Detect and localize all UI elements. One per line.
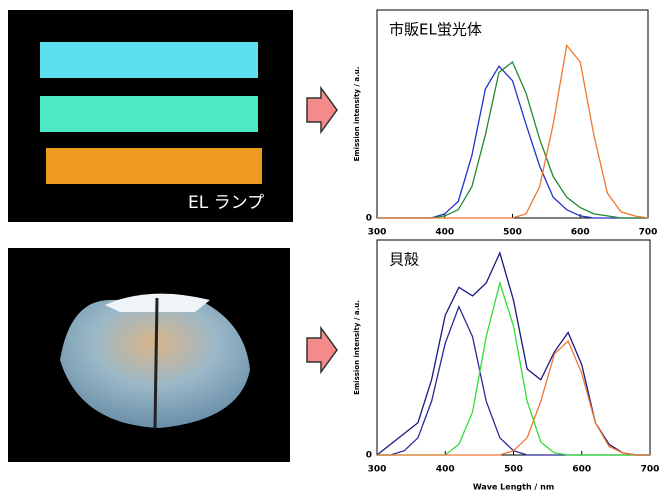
x-tick-label: 400 [435,228,454,238]
series-line [377,66,648,218]
shell-photo [8,248,290,462]
x-tick-label: 600 [571,228,590,238]
slide: EL ランプ 市販EL蛍光体 Emission intensity / a.u. 3… [0,0,659,494]
x-tick-label: 500 [504,465,523,475]
series-line [377,62,648,218]
x-tick-label: 500 [503,228,522,238]
photo-caption: EL ランプ [188,193,264,213]
x-tick-label: 400 [436,465,455,475]
series-line [377,253,650,455]
series-line [377,45,648,218]
x-tick-label: 700 [641,465,659,475]
plot-frame [377,10,648,218]
chart-title: 市販EL蛍光体 [389,21,482,39]
chart-title: 貝殻 [389,251,419,269]
y-axis-label: Emission intensity / a.u. [353,67,361,162]
x-tick-label: 300 [368,465,387,475]
y-tick-label: 0 [366,214,372,224]
y-axis-label: Emission intensity / a.u. [353,300,361,395]
x-axis-label: Wave Length / nm [473,483,554,492]
series-line [377,283,650,455]
y-tick-label: 0 [366,451,372,461]
x-tick-label: 300 [368,228,387,238]
el-photo: EL ランプ [8,10,293,222]
arrow [307,328,337,372]
x-tick-label: 600 [572,465,591,475]
x-tick-label: 700 [639,228,658,238]
arrow [307,88,337,132]
